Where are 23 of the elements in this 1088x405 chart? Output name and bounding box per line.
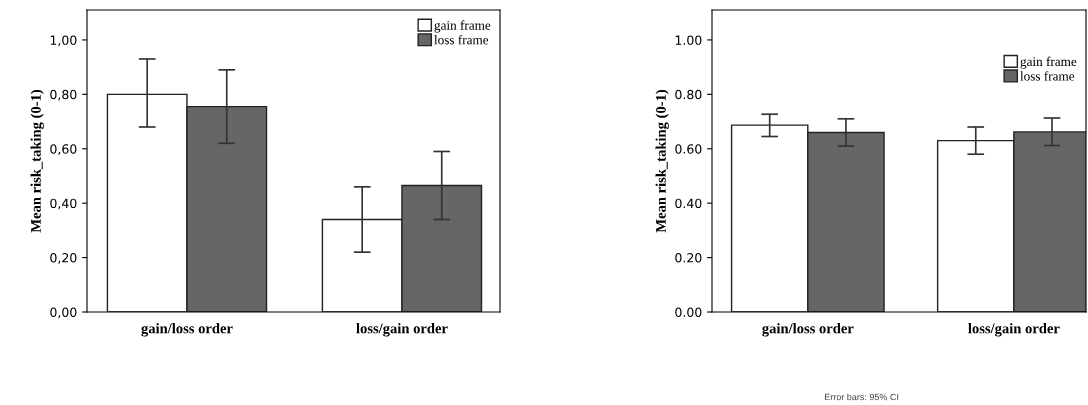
legend-label: gain frame [1020, 56, 1077, 69]
y-axis-title: Mean risk_taking (0-1) [655, 89, 669, 233]
y-tick-label: 0,00 [50, 307, 77, 319]
y-tick-label: 0.00 [675, 307, 702, 317]
y-tick-label: 0.80 [675, 89, 702, 100]
y-axis-title: Mean risk_taking (0-1) [30, 89, 44, 233]
x-tick-label: loss/gain order [356, 323, 448, 337]
y-tick-label: 0.20 [675, 253, 702, 263]
y-tick-label: 1.00 [675, 35, 702, 45]
y-tick-label: 0.40 [675, 198, 702, 209]
y-tick-label: 0,40 [50, 198, 77, 210]
y-tick-label: 0,20 [50, 253, 77, 264]
x-tick-label: gain/loss order [141, 323, 233, 337]
x-tick-label: gain/loss order [762, 323, 854, 337]
text: Error bars: 95% CI [824, 393, 899, 401]
y-tick-label: 0.60 [675, 144, 702, 154]
legend-label: gain frame [434, 20, 491, 33]
x-tick-label: loss/gain order [968, 323, 1060, 337]
y-tick-label: 0,60 [50, 144, 77, 155]
legend-label: loss frame [434, 34, 489, 45]
y-tick-label: 1,00 [50, 35, 77, 47]
legend-label: loss frame [1020, 71, 1075, 81]
y-tick-label: 0,80 [50, 89, 77, 101]
